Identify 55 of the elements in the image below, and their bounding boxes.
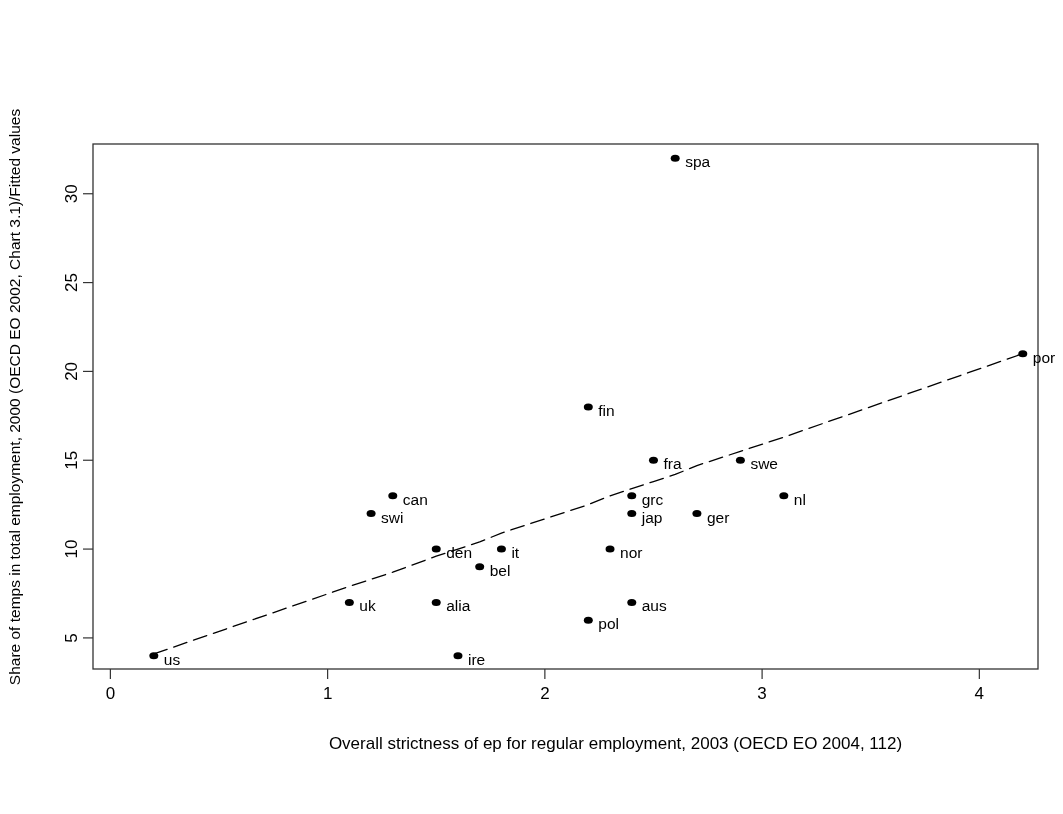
point	[692, 510, 702, 518]
x-tick-label: 2	[540, 684, 550, 703]
annotation: fra	[663, 455, 682, 473]
annotation: alia	[446, 597, 471, 615]
y-axis-title: Share of temps in total employment, 2000 (OECD EO 2002, Chart 3.1)/Fitted values	[6, 108, 23, 686]
y-tick-label: 5	[62, 633, 81, 643]
point	[735, 456, 745, 464]
y-tick-label: 10	[62, 539, 81, 559]
annotation: nl	[793, 490, 806, 508]
point	[388, 492, 398, 500]
y-tick-label: 15	[62, 450, 81, 470]
point	[627, 492, 637, 500]
y-tick-label: 30	[62, 184, 81, 204]
point	[648, 456, 658, 464]
annotation: den	[446, 544, 473, 562]
point	[670, 154, 680, 162]
annotation: it	[511, 544, 520, 562]
annotation: uk	[359, 597, 376, 615]
point	[453, 652, 463, 660]
point	[366, 510, 376, 518]
point	[344, 598, 354, 606]
annotation: can	[402, 490, 428, 508]
point	[496, 545, 506, 553]
annotation: ire	[467, 650, 486, 668]
annotation: us	[163, 650, 181, 668]
point	[475, 563, 485, 571]
annotation: pol	[598, 615, 619, 633]
x-tick-label: 4	[974, 684, 985, 703]
annotation: nor	[620, 544, 643, 562]
x-tick-label: 0	[105, 684, 116, 703]
y-tick-label: 20	[62, 361, 81, 381]
annotation: fin	[598, 401, 615, 419]
point	[583, 616, 593, 624]
annotation: jap	[640, 508, 663, 526]
annotation: grc	[641, 490, 664, 508]
annotation: ger	[706, 508, 730, 526]
annotation: swi	[381, 508, 404, 526]
point	[627, 510, 637, 518]
annotation: bel	[489, 561, 511, 579]
point	[779, 492, 789, 500]
point	[149, 652, 159, 660]
annotation: por	[1032, 348, 1056, 366]
annotation: aus	[641, 597, 667, 615]
point	[605, 545, 615, 553]
point	[431, 545, 441, 553]
point	[1018, 350, 1028, 358]
annotation: spa	[685, 153, 711, 171]
annotation: swe	[750, 455, 778, 473]
point	[627, 598, 637, 606]
x-axis-title: Overall strictness of ep for regular employment, 2003 (OECD EO 2004, 112)	[328, 734, 903, 753]
point	[431, 598, 441, 606]
y-tick-label: 25	[62, 273, 81, 293]
point	[583, 403, 593, 411]
x-tick-label: 1	[322, 684, 333, 703]
x-tick-label: 3	[757, 684, 767, 703]
